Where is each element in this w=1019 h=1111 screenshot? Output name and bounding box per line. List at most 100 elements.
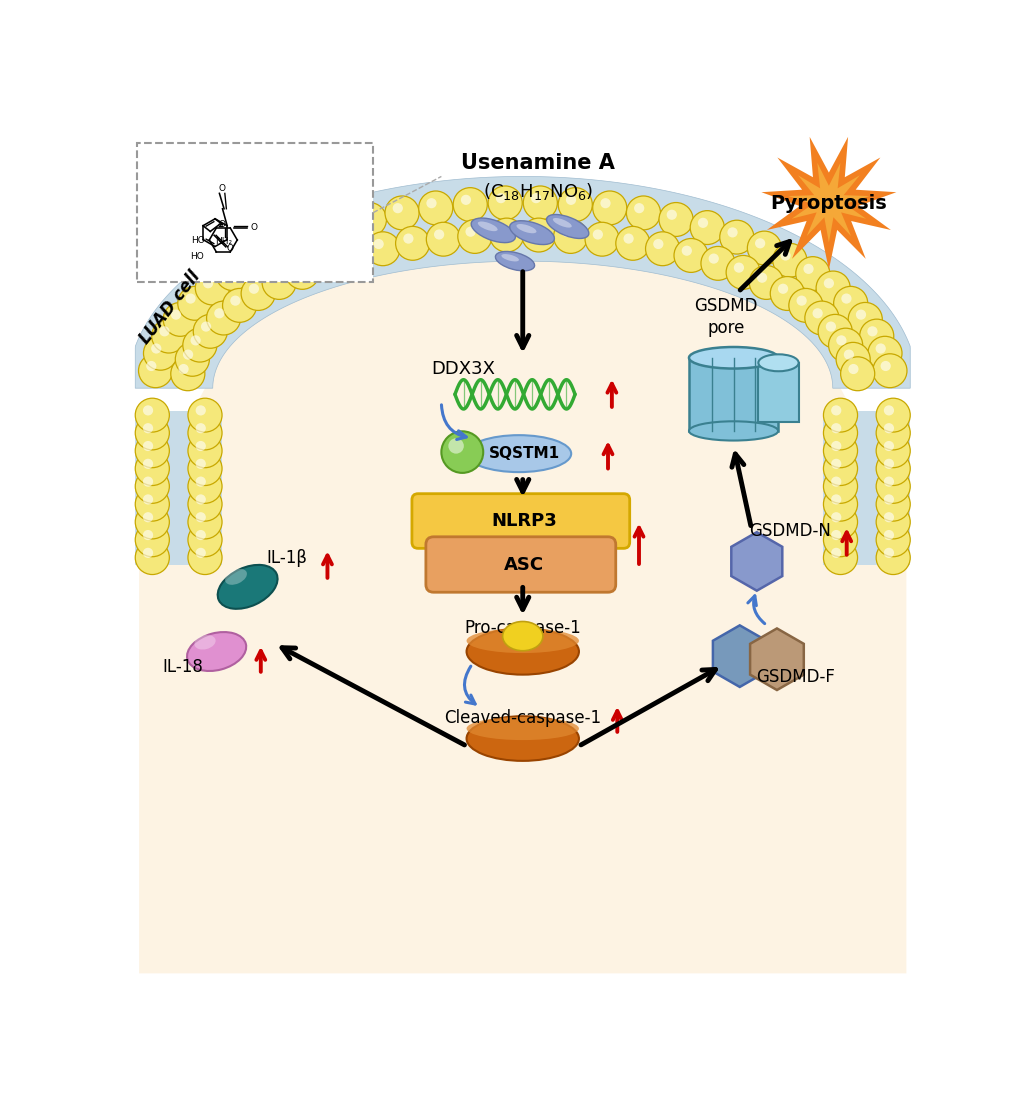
- Circle shape: [875, 541, 909, 574]
- Circle shape: [187, 451, 222, 486]
- Circle shape: [817, 314, 852, 348]
- Circle shape: [796, 296, 806, 306]
- Circle shape: [830, 530, 841, 540]
- Text: (C$_{18}$H$_{17}$NO$_6$): (C$_{18}$H$_{17}$NO$_6$): [483, 181, 593, 202]
- Circle shape: [136, 398, 169, 432]
- Circle shape: [531, 193, 541, 203]
- Circle shape: [804, 301, 838, 336]
- Circle shape: [426, 198, 436, 208]
- Circle shape: [196, 477, 206, 487]
- Polygon shape: [136, 177, 909, 388]
- Polygon shape: [788, 163, 868, 242]
- Circle shape: [777, 283, 788, 293]
- Circle shape: [187, 506, 222, 539]
- Circle shape: [882, 406, 894, 416]
- Circle shape: [187, 541, 222, 574]
- Circle shape: [848, 364, 858, 374]
- Circle shape: [674, 239, 707, 272]
- Circle shape: [403, 233, 413, 243]
- Circle shape: [652, 239, 662, 249]
- Circle shape: [143, 406, 153, 416]
- Circle shape: [222, 289, 257, 322]
- Circle shape: [756, 272, 766, 283]
- Circle shape: [230, 296, 240, 306]
- Circle shape: [872, 353, 906, 388]
- Circle shape: [249, 283, 259, 293]
- Circle shape: [187, 488, 222, 521]
- Text: O: O: [226, 243, 233, 253]
- Circle shape: [557, 188, 592, 221]
- Circle shape: [187, 416, 222, 450]
- Circle shape: [592, 191, 627, 224]
- Circle shape: [318, 253, 328, 263]
- Ellipse shape: [546, 214, 588, 239]
- Circle shape: [754, 238, 764, 249]
- Circle shape: [875, 488, 909, 521]
- Circle shape: [788, 289, 822, 322]
- Circle shape: [458, 220, 491, 253]
- Ellipse shape: [477, 221, 497, 231]
- Circle shape: [840, 357, 874, 391]
- Ellipse shape: [688, 347, 777, 369]
- Circle shape: [841, 293, 851, 303]
- Circle shape: [139, 353, 172, 388]
- Circle shape: [645, 232, 679, 266]
- Circle shape: [182, 350, 193, 360]
- Circle shape: [366, 232, 399, 266]
- Circle shape: [780, 250, 790, 261]
- Circle shape: [143, 530, 153, 540]
- Ellipse shape: [552, 218, 572, 228]
- Circle shape: [769, 277, 804, 310]
- Circle shape: [196, 512, 206, 522]
- Circle shape: [426, 222, 460, 257]
- Text: GSDMD
pore: GSDMD pore: [693, 298, 757, 338]
- Text: O: O: [250, 222, 257, 232]
- Text: HO: HO: [191, 236, 205, 244]
- Circle shape: [203, 278, 213, 289]
- Circle shape: [882, 441, 894, 451]
- Text: IL-1β: IL-1β: [266, 549, 307, 567]
- Text: Pyroptosis: Pyroptosis: [769, 194, 887, 213]
- Circle shape: [159, 327, 169, 337]
- Circle shape: [207, 301, 240, 336]
- Circle shape: [418, 191, 452, 224]
- Circle shape: [392, 203, 403, 213]
- Circle shape: [666, 210, 677, 220]
- Ellipse shape: [688, 421, 777, 441]
- Circle shape: [658, 202, 693, 237]
- Circle shape: [700, 247, 735, 280]
- Text: GSDMD-N: GSDMD-N: [748, 522, 830, 540]
- Circle shape: [240, 277, 275, 310]
- Circle shape: [360, 210, 370, 220]
- Circle shape: [196, 530, 206, 540]
- Circle shape: [187, 433, 222, 468]
- Circle shape: [136, 523, 169, 557]
- Circle shape: [726, 256, 759, 289]
- Polygon shape: [749, 629, 803, 690]
- Circle shape: [529, 226, 539, 236]
- Circle shape: [727, 228, 737, 238]
- Circle shape: [433, 229, 444, 240]
- Circle shape: [585, 222, 619, 257]
- Circle shape: [822, 506, 857, 539]
- Circle shape: [143, 459, 153, 469]
- Ellipse shape: [471, 218, 515, 242]
- Circle shape: [185, 293, 196, 303]
- Circle shape: [196, 441, 206, 451]
- Circle shape: [136, 433, 169, 468]
- Circle shape: [292, 262, 303, 272]
- Ellipse shape: [186, 632, 246, 671]
- Circle shape: [815, 271, 850, 304]
- Circle shape: [879, 361, 890, 371]
- Circle shape: [626, 196, 660, 230]
- Circle shape: [830, 459, 841, 469]
- Circle shape: [196, 423, 206, 433]
- Ellipse shape: [225, 569, 247, 584]
- Circle shape: [246, 250, 257, 261]
- Ellipse shape: [466, 629, 579, 674]
- Text: GSDMD-F: GSDMD-F: [755, 668, 835, 685]
- Circle shape: [823, 278, 834, 289]
- Circle shape: [827, 328, 862, 362]
- Circle shape: [833, 287, 867, 320]
- Circle shape: [178, 364, 189, 374]
